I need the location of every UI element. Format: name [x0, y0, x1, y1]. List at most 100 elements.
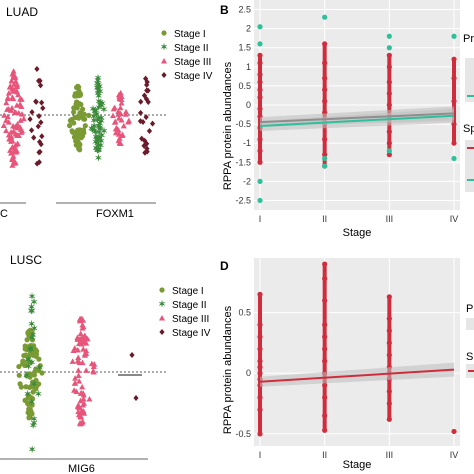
panel-a-stage1-point: [75, 139, 81, 145]
panel-a-stage3-point: [17, 117, 24, 123]
panel-a-xlabel-foxm1: FOXM1: [96, 208, 134, 220]
panel-b-fit-line-teal: [259, 114, 455, 127]
panel-b-side-label-2: Sp: [463, 123, 474, 135]
panel-a-stage3-point: [118, 96, 125, 103]
panel-a-stage3-point: [117, 140, 124, 146]
panel-a-stage2-point: ✶: [96, 82, 104, 92]
panel-c-stage2-point: ✶: [36, 362, 44, 372]
panel-d-yticks: -0.5 0 0.5: [235, 308, 251, 439]
panel-a-stage3-point: [9, 154, 16, 161]
panel-a-stage3-point: [9, 88, 16, 94]
panel-c: LUSC ✶✶✶✶✶ ✶✶✶✶✶✶✶✶✶✶✶✶✶✶✶✶✶✶✶ Stage I✶ St…: [0, 253, 211, 474]
panel-a-stage3-point: [115, 131, 122, 137]
panel-c-stage2-point: ✶: [30, 414, 38, 424]
panel-b-xticks: I II III IV: [259, 214, 459, 224]
panel-c-stage1-point: [36, 381, 42, 387]
panel-a-stage4-point: [38, 99, 45, 106]
panel-c-stage2-point: ✶: [28, 319, 36, 329]
panel-a-stage2-point: ✶: [92, 110, 100, 120]
panel-a-stage3-point: [15, 110, 22, 116]
panel-a-stage2-point: ✶: [95, 140, 103, 150]
panel-a-stage3-point: [123, 108, 130, 115]
panel-d-letter: D: [220, 259, 229, 273]
panel-a-legend: Stage I ✶ Stage II Stage III Stage IV: [160, 29, 212, 82]
panel-c-legend-label-1: Stage I: [172, 286, 204, 297]
panel-c-legend-marker-2: ✶: [158, 299, 166, 309]
panel-c-stage2-point: ✶: [28, 292, 36, 302]
panel-b-teal-point: [257, 197, 263, 204]
panel-b-teal-point: [322, 163, 328, 169]
panel-a-stage2-point: ✶: [94, 144, 102, 154]
panel-a-stage2-point: ✶: [97, 136, 105, 146]
panel-b-ytick-label: -1.5: [235, 157, 251, 167]
panel-a-stage3-point: [10, 68, 17, 74]
panel-a-stage4-point: [28, 127, 35, 134]
panel-a-stage4-point: [144, 79, 150, 86]
panel-c-stage3-point: [71, 345, 78, 351]
panel-a-stage2-point: ✶: [92, 143, 100, 153]
panel-c-stage1-point: [27, 359, 34, 365]
panel-a-stage3-point: [8, 133, 15, 140]
panel-a-stage4-point: [37, 82, 44, 89]
panel-a-stage4-point: [34, 66, 40, 73]
panel-c-stage3-point: [80, 346, 87, 352]
panel-a-legend-marker-1: [161, 30, 167, 36]
panel-a-stage2-point: ✶: [90, 121, 98, 131]
panel-c-stage3-point: [75, 408, 82, 415]
panel-c-stage1-point: [21, 352, 27, 359]
panel-b-teal-point: [322, 14, 328, 20]
panel-a-legend-label-1: Stage I: [174, 29, 206, 40]
panel-c-legend-label-2: Stage II: [172, 300, 206, 311]
panel-b-ytick-label: 1: [246, 62, 251, 72]
panel-a-stage1-point: [71, 105, 77, 111]
panel-a-stage2-point: ✶: [90, 111, 98, 121]
panel-c-stage3-point: [77, 412, 84, 419]
panel-c-stage3-point: [69, 358, 76, 364]
panel-a-stage3-point: [120, 122, 127, 129]
panel-d-red-point-stack: [258, 294, 262, 434]
panel-b-teal-point: [386, 33, 392, 39]
panel-a-stage3-point: [115, 111, 122, 117]
panel-a-stage3-point: [111, 119, 118, 125]
panel-c-stage2-point: ✶: [29, 330, 37, 340]
panel-c-stage2-point: ✶: [25, 354, 33, 364]
panel-a-stage3-point: [12, 123, 19, 130]
panel-d-xtick-label: II: [322, 450, 327, 460]
panel-c-stage3-point: [84, 335, 91, 342]
panel-a: LUAD ✶✶✶✶✶✶✶✶✶✶✶✶✶✶✶✶✶✶✶✶✶✶✶✶✶✶✶✶✶✶✶✶✶✶✶…: [0, 5, 213, 220]
panel-a-stage3-point: [116, 115, 123, 121]
panel-a-stage2-point: ✶: [93, 143, 101, 153]
panel-a-stage2-point: ✶: [96, 101, 104, 111]
panel-a-stage4-point: [36, 77, 42, 84]
panel-a-stage4-point: [29, 109, 35, 116]
panel-c-stage1-point: [25, 371, 31, 377]
panel-b-teal-point: [257, 41, 263, 47]
panel-a-stage4-point: [38, 119, 44, 126]
panel-d-ytick-label: 0.5: [238, 308, 251, 318]
panel-c-stage3-point: [91, 361, 98, 367]
panel-a-stage4-point: [37, 138, 43, 145]
panel-c-stage3-point: [80, 395, 87, 402]
panel-a-stage2-point: ✶: [95, 153, 103, 163]
panel-c-stage1-point: [33, 377, 39, 383]
panel-a-stage4-point: [146, 128, 153, 135]
panel-a-stage4-point: [27, 116, 33, 123]
panel-a-stage2-point: ✶: [95, 145, 103, 155]
panel-a-stage4-point: [31, 134, 37, 141]
panel-a-stage1-point: [66, 123, 73, 129]
panel-c-stage3-point: [72, 375, 79, 381]
panel-a-stage4-point: [33, 98, 39, 105]
panel-c-stage3-point: [79, 419, 86, 426]
panel-a-stage3-point: [15, 132, 22, 139]
panel-b-teal-point: [322, 155, 328, 162]
panel-c-stage1-point: [22, 397, 28, 403]
panel-a-stage3-point: [15, 91, 22, 98]
panel-c-stage2-point: ✶: [27, 344, 35, 354]
panel-c-stage2-point: ✶: [28, 306, 36, 316]
panel-a-stage3-point: [6, 84, 13, 90]
panel-a-stage4-point: [40, 105, 46, 112]
panel-a-stage2-point: ✶: [100, 105, 108, 115]
panel-c-stage2-point: ✶: [30, 379, 38, 389]
panel-a-stage4-point: [37, 148, 43, 155]
panel-c-stage1-point: [20, 358, 26, 364]
